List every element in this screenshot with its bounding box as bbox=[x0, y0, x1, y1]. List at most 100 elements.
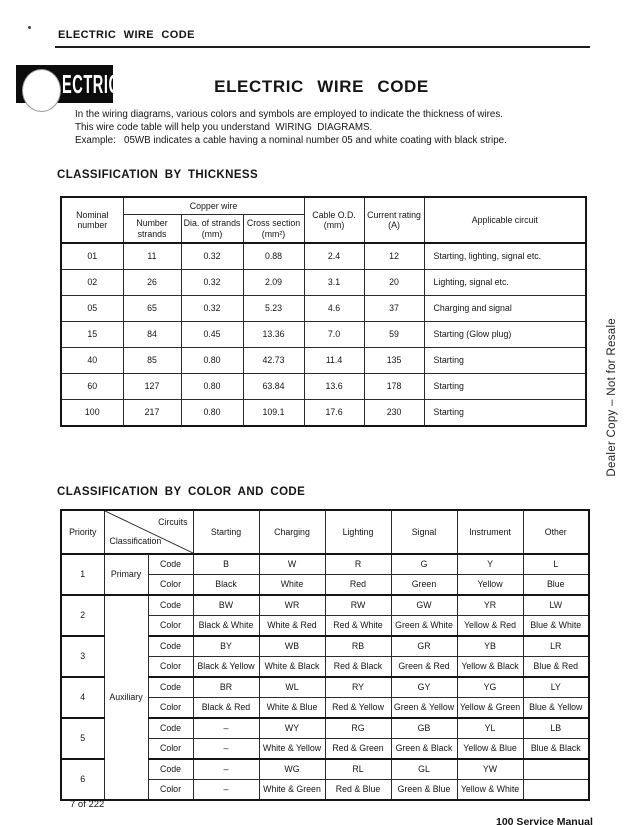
cell: Green & Yellow bbox=[390, 697, 458, 719]
cell: 11.4 bbox=[303, 347, 365, 374]
cell: Lighting, signal etc. bbox=[423, 269, 587, 296]
cell: Charging and signal bbox=[423, 295, 587, 322]
cell: 0.32 bbox=[180, 269, 244, 296]
cell: YW bbox=[456, 758, 524, 780]
cell: 0.80 bbox=[180, 347, 244, 374]
cell: YR bbox=[456, 594, 524, 616]
cell: GB bbox=[390, 717, 458, 739]
col-header-applicable-circuit: Applicable circuit bbox=[423, 196, 587, 244]
cell: R bbox=[324, 553, 392, 575]
cell: 135 bbox=[363, 347, 425, 374]
cell: LW bbox=[522, 594, 590, 616]
col-header-priority: Priority bbox=[60, 509, 105, 555]
cell: Y bbox=[456, 553, 524, 575]
cell: – bbox=[192, 738, 260, 760]
cell: 60 bbox=[60, 373, 124, 400]
col-header-lighting: Lighting bbox=[324, 509, 392, 555]
cell: LY bbox=[522, 676, 590, 698]
col-header-other: Other bbox=[522, 509, 590, 555]
table-row: 15 84 0.45 13.36 7.0 59 Starting (Glow p… bbox=[60, 321, 587, 348]
cell: BW bbox=[192, 594, 260, 616]
cell: White & Black bbox=[258, 656, 326, 678]
cell: Blue & Red bbox=[522, 656, 590, 678]
cell: YL bbox=[456, 717, 524, 739]
intro-paragraph: In the wiring diagrams, various colors a… bbox=[75, 109, 507, 146]
cell: 26 bbox=[122, 269, 182, 296]
cell: YB bbox=[456, 635, 524, 657]
cell: 217 bbox=[122, 399, 182, 427]
thickness-section-heading: CLASSIFICATION BY THICKNESS bbox=[57, 169, 259, 181]
row-label: Code bbox=[147, 553, 194, 575]
cell: Red bbox=[324, 574, 392, 596]
cell: Black & White bbox=[192, 615, 260, 637]
cell: WB bbox=[258, 635, 326, 657]
cell: GR bbox=[390, 635, 458, 657]
page-title: ELECTRIC WIRE CODE bbox=[214, 77, 429, 96]
cell: GW bbox=[390, 594, 458, 616]
row-label: Code bbox=[147, 635, 194, 657]
color-section-heading: CLASSIFICATION BY COLOR AND CODE bbox=[57, 486, 306, 498]
priority-cell: 5 bbox=[60, 717, 105, 760]
cell: Red & Yellow bbox=[324, 697, 392, 719]
row-label: Color bbox=[147, 697, 194, 719]
cell: L bbox=[522, 553, 590, 575]
row-label: Code bbox=[147, 594, 194, 616]
cell: Starting (Glow plug) bbox=[423, 321, 587, 348]
code-row: 2 Auxiliary Code BW WR RW GW YR LW bbox=[60, 594, 590, 801]
cell: – bbox=[192, 779, 260, 801]
cell: Starting bbox=[423, 373, 587, 400]
cell: WL bbox=[258, 676, 326, 698]
cell bbox=[522, 779, 590, 801]
cell: 2.09 bbox=[242, 269, 305, 296]
cell: 109.1 bbox=[242, 399, 305, 427]
corner-classification-label: Classification bbox=[109, 535, 162, 546]
code-row: 6 Code – WG RL GL YW bbox=[60, 758, 590, 801]
page-number: 7 of 222 bbox=[70, 799, 105, 810]
diagonal-line bbox=[105, 511, 193, 553]
col-header-signal: Signal bbox=[390, 509, 458, 555]
footer-manual-title: 100 Service Manual bbox=[496, 816, 593, 825]
cell: WY bbox=[258, 717, 326, 739]
cell: Yellow & Black bbox=[456, 656, 524, 678]
cell: 127 bbox=[122, 373, 182, 400]
cell: 100 bbox=[60, 399, 124, 427]
cell: White & Yellow bbox=[258, 738, 326, 760]
classification-primary-cell: Primary bbox=[103, 553, 149, 596]
cell: 0.45 bbox=[180, 321, 244, 348]
cell: 13.36 bbox=[242, 321, 305, 348]
cell: Yellow & Green bbox=[456, 697, 524, 719]
table-row: 60 127 0.80 63.84 13.6 178 Starting bbox=[60, 373, 587, 400]
cell: 63.84 bbox=[242, 373, 305, 400]
cell: 4.6 bbox=[303, 295, 365, 322]
corner-circuits-label: Circuits bbox=[158, 517, 188, 527]
cell: 13.6 bbox=[303, 373, 365, 400]
row-label: Code bbox=[147, 676, 194, 698]
electric-logo-badge: ECTRIC bbox=[16, 65, 119, 112]
cell: 17.6 bbox=[303, 399, 365, 427]
cell: 15 bbox=[60, 321, 124, 348]
cell bbox=[522, 758, 590, 780]
cell: B bbox=[192, 553, 260, 575]
cell: Black & Red bbox=[192, 697, 260, 719]
row-label: Color bbox=[147, 779, 194, 801]
cell: BY bbox=[192, 635, 260, 657]
priority-cell: 6 bbox=[60, 758, 105, 801]
cell: 05 bbox=[60, 295, 124, 322]
cell: Red & Blue bbox=[324, 779, 392, 801]
cell: Yellow bbox=[456, 574, 524, 596]
cell: Starting bbox=[423, 347, 587, 374]
cell: – bbox=[192, 758, 260, 780]
corner-cell: Circuits Classification bbox=[103, 509, 194, 555]
table-row: 01 11 0.32 0.88 2.4 12 Starting, lightin… bbox=[60, 242, 587, 270]
cell: 84 bbox=[122, 321, 182, 348]
code-row: 5 Code – WY RG GB YL LB bbox=[60, 717, 590, 760]
cell: 11 bbox=[122, 242, 182, 270]
cell: 0.32 bbox=[180, 242, 244, 270]
color-row: Color – White & Green Red & Blue Green &… bbox=[61, 779, 590, 801]
dealer-copy-watermark: Dealer Copy – Not for Resale bbox=[606, 318, 618, 477]
header-rule bbox=[55, 46, 590, 48]
cell: G bbox=[390, 553, 458, 575]
cell: 65 bbox=[122, 295, 182, 322]
cell: Green & Blue bbox=[390, 779, 458, 801]
